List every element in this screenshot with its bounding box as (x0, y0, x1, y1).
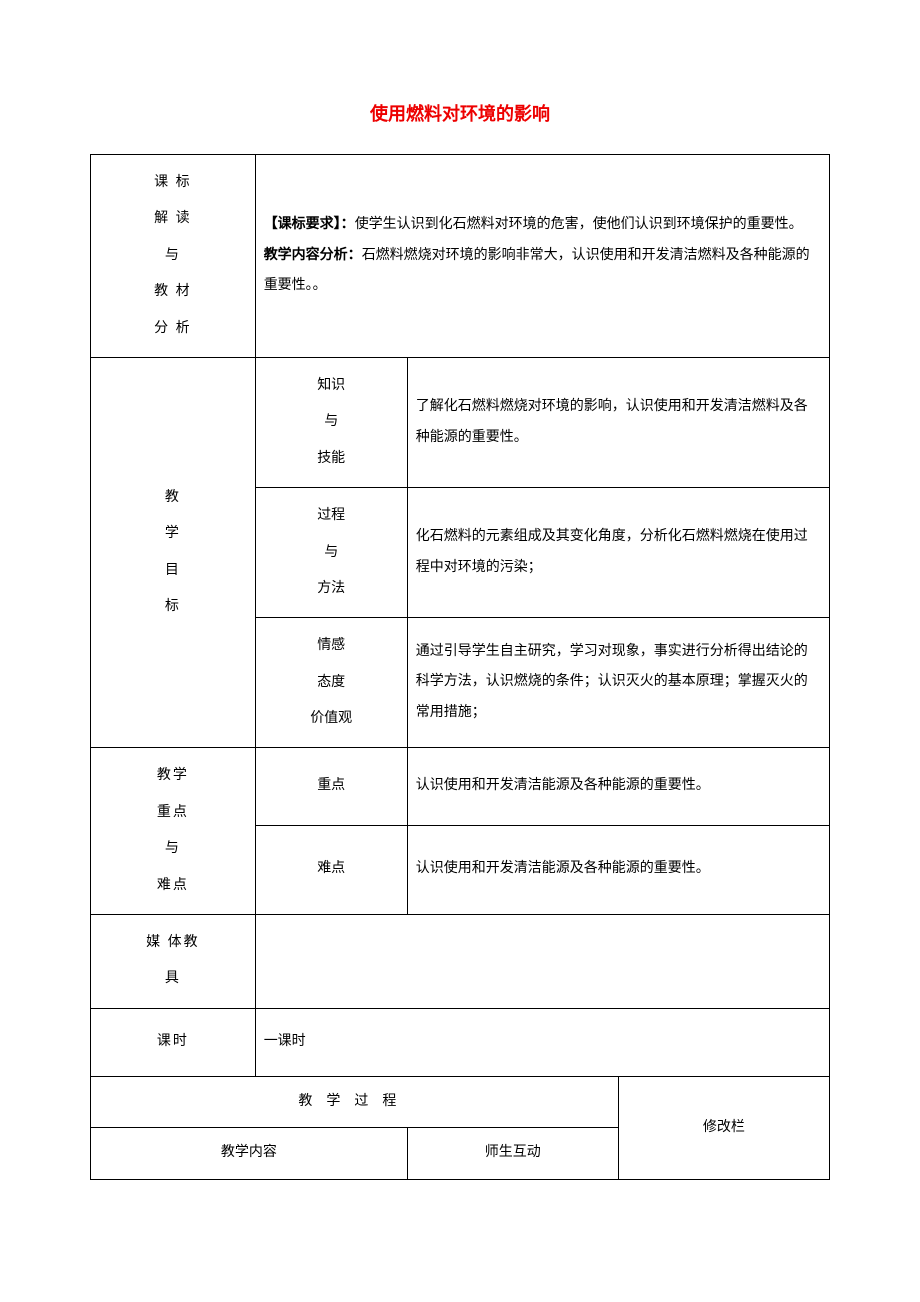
label-text: 媒 体教 (99, 925, 247, 961)
col-content: 教学内容 (91, 1128, 408, 1180)
sublabel-text: 情感 (264, 628, 399, 664)
label-standard: 课 标 解 读 与 教 材 分 析 (91, 155, 256, 358)
label-text: 教 材 (99, 274, 247, 310)
label-text: 与 (99, 831, 247, 867)
sublabel-text: 方法 (264, 571, 399, 607)
label-text: 目 (99, 553, 247, 589)
label-text: 具 (99, 961, 247, 997)
label-text: 解 读 (99, 201, 247, 237)
sublabel-text: 与 (264, 404, 399, 440)
col-interact: 师生互动 (407, 1128, 618, 1180)
label-text: 分 析 (99, 311, 247, 347)
sublabel-text: 价值观 (264, 701, 399, 737)
sublabel-knowledge: 知识 与 技能 (255, 357, 407, 487)
lesson-plan-table: 课 标 解 读 与 教 材 分 析 【课标要求】：使学生认识到化石燃料对环境的危… (90, 154, 830, 1180)
sublabel-text: 与 (264, 535, 399, 571)
content-standard: 【课标要求】：使学生认识到化石燃料对环境的危害，使他们认识到环境保护的重要性。 … (255, 155, 829, 358)
row-period: 课时 一课时 (91, 1008, 830, 1076)
col-modify: 修改栏 (618, 1076, 829, 1180)
label-goals: 教 学 目 标 (91, 357, 256, 748)
label-text: 标 (99, 589, 247, 625)
requirement-line: 【课标要求】：使学生认识到化石燃料对环境的危害，使他们认识到环境保护的重要性。 (264, 210, 821, 241)
row-process-header: 教学过程 修改栏 (91, 1076, 830, 1128)
sublabel-process: 过程 与 方法 (255, 488, 407, 618)
content-difficulty: 认识使用和开发清洁能源及各种能源的重要性。 (407, 825, 829, 914)
row-standard: 课 标 解 读 与 教 材 分 析 【课标要求】：使学生认识到化石燃料对环境的危… (91, 155, 830, 358)
process-header: 教学过程 (91, 1076, 619, 1128)
sublabel-text: 过程 (264, 498, 399, 534)
label-text: 与 (99, 238, 247, 274)
label-keypoints: 教学 重点 与 难点 (91, 748, 256, 915)
label-text: 教学 (99, 758, 247, 794)
sublabel-keypoint: 重点 (255, 748, 407, 825)
row-keypoints-1: 教学 重点 与 难点 重点 认识使用和开发清洁能源及各种能源的重要性。 (91, 748, 830, 825)
content-keypoint: 认识使用和开发清洁能源及各种能源的重要性。 (407, 748, 829, 825)
label-period: 课时 (91, 1008, 256, 1076)
row-goals-1: 教 学 目 标 知识 与 技能 了解化石燃料燃烧对环境的影响，认识使用和开发清洁… (91, 357, 830, 487)
requirement-label: 【课标要求】： (264, 217, 355, 232)
sublabel-values: 情感 态度 价值观 (255, 618, 407, 748)
label-text: 学 (99, 516, 247, 552)
label-media: 媒 体教 具 (91, 915, 256, 1009)
content-knowledge: 了解化石燃料燃烧对环境的影响，认识使用和开发清洁燃料及各种能源的重要性。 (407, 357, 829, 487)
label-text: 难点 (99, 868, 247, 904)
sublabel-text: 知识 (264, 368, 399, 404)
label-text: 重点 (99, 795, 247, 831)
content-media (255, 915, 829, 1009)
page-title: 使用燃料对环境的影响 (90, 100, 830, 126)
content-process: 化石燃料的元素组成及其变化角度，分析化石燃料燃烧在使用过程中对环境的污染； (407, 488, 829, 618)
analysis-label: 教学内容分析： (264, 248, 362, 263)
content-values: 通过引导学生自主研究，学习对现象，事实进行分析得出结论的科学方法，认识燃烧的条件… (407, 618, 829, 748)
requirement-text: 使学生认识到化石燃料对环境的危害，使他们认识到环境保护的重要性。 (355, 217, 803, 232)
sublabel-text: 技能 (264, 441, 399, 477)
content-period: 一课时 (255, 1008, 829, 1076)
row-media: 媒 体教 具 (91, 915, 830, 1009)
analysis-line: 教学内容分析：石燃料燃烧对环境的影响非常大，认识使用和开发清洁燃料及各种能源的重… (264, 241, 821, 303)
sublabel-text: 态度 (264, 665, 399, 701)
sublabel-difficulty: 难点 (255, 825, 407, 914)
label-text: 课 标 (99, 165, 247, 201)
label-text: 教 (99, 480, 247, 516)
